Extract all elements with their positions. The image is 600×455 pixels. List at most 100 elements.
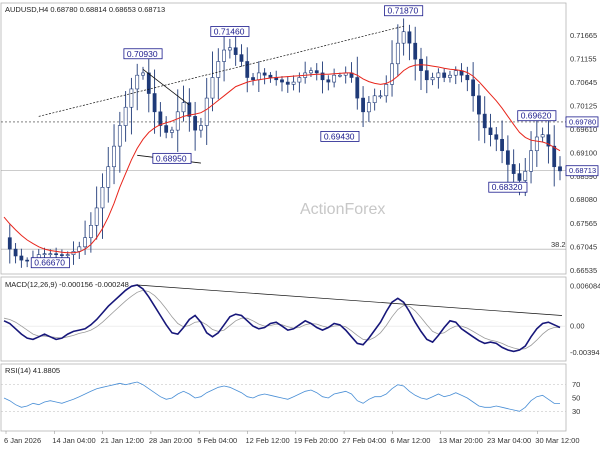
price-callout-label: 0.69620 (521, 111, 552, 121)
time-axis-tick-label: 27 Feb 04:00 (342, 436, 386, 445)
time-axis-tick-label: 12 Feb 12:00 (246, 436, 290, 445)
candle-body (332, 74, 337, 83)
candle-body (297, 77, 302, 83)
candle-body (117, 125, 122, 147)
rsi-line (3, 381, 561, 412)
candle-body (181, 102, 186, 113)
macd-panel-title: MACD(12,26,9) -0.000156 -0.000248 (5, 280, 129, 289)
candle-body (280, 79, 284, 83)
candle-body (83, 237, 87, 248)
candle-body (482, 113, 487, 129)
candle-body (430, 77, 435, 81)
price-callout-label: 0.71870 (388, 6, 419, 16)
candle-body (285, 81, 290, 85)
candle-body (216, 61, 221, 78)
rsi-panel-frame (0, 363, 567, 432)
candle-body (54, 253, 59, 255)
candle-body (309, 70, 313, 74)
candle-body (175, 111, 180, 131)
price-callout-label: 0.66670 (34, 258, 65, 268)
candle-body (227, 47, 232, 51)
candle-body (546, 134, 551, 147)
candle-body (48, 253, 53, 255)
candle-body (25, 259, 30, 262)
price-axis-tick-label: 0.67045 (570, 243, 597, 252)
candle-body (170, 129, 174, 133)
candle-body (523, 171, 528, 181)
rsi-layer (1, 381, 566, 412)
candle-body (158, 111, 163, 126)
macd-series-macd (3, 284, 561, 353)
price-callout-label: 0.71460 (214, 27, 245, 37)
candle-body (106, 166, 111, 188)
time-axis-tick-label: 23 Mar 04:00 (487, 436, 531, 445)
price-axis-tick-label: 0.66535 (570, 266, 597, 275)
macd-axis-tick-label: -0.00394 (570, 348, 600, 357)
candle-body (529, 150, 533, 172)
price-level-box (565, 116, 599, 128)
price-axis-tick-label: 0.70125 (570, 102, 597, 111)
macd-panel-frame (0, 276, 567, 362)
macd-trendline (137, 284, 563, 316)
candle-body (187, 102, 192, 117)
rsi-axis-tick-label: 50 (572, 394, 580, 403)
candle-body (60, 254, 64, 256)
candle-body (100, 187, 105, 209)
candle-body (407, 31, 412, 44)
candle-body (123, 106, 128, 126)
time-axis-tick-label: 6 Jan 2026 (4, 436, 41, 445)
candle-body (552, 145, 557, 168)
candle-body (146, 72, 151, 94)
candle-body (540, 134, 545, 138)
candle-body (494, 134, 499, 140)
candle-body (129, 88, 134, 108)
candle-body (442, 72, 447, 78)
candle-body (268, 74, 273, 78)
candle-body (395, 42, 400, 65)
time-axis-tick-label: 13 Mar 20:00 (439, 436, 483, 445)
price-callout-box (320, 131, 360, 142)
candle-body (366, 102, 371, 113)
rsi-axis-tick-label: 70 (572, 380, 580, 389)
candle-body (471, 79, 476, 97)
candle-body (558, 166, 562, 172)
moving-average-line (3, 64, 561, 254)
rising-trendline (38, 25, 404, 117)
price-panel-title: AUDUSD,H4 0.68780 0.68814 0.68653 0.6871… (5, 5, 165, 14)
candle-body (245, 61, 250, 78)
price-level-label: 0.69780 (569, 117, 596, 126)
price-axis-tick-label: 0.68590 (570, 172, 597, 181)
candle-body (262, 72, 267, 76)
time-axis-tick-label: 19 Feb 20:00 (294, 436, 338, 445)
price-axis-tick-label: 0.69100 (570, 149, 597, 158)
price-level-box (565, 165, 599, 177)
candle-body (88, 225, 93, 238)
axis-layer: 0.71665 0.71155 0.70645 0.70125 0.69610 0.691… (4, 31, 600, 445)
candle-body (401, 31, 406, 44)
candle-body (193, 116, 198, 131)
time-axis-tick-label: 30 Mar 12:00 (535, 436, 579, 445)
candle-body (477, 95, 481, 115)
candle-body (291, 81, 296, 85)
candle-body (233, 47, 238, 55)
candle-body (505, 150, 510, 165)
candle-body (239, 54, 244, 62)
candle-body (42, 253, 47, 255)
time-axis-tick-label: 21 Jan 12:00 (101, 436, 144, 445)
time-axis-tick-label: 28 Jan 20:00 (149, 436, 192, 445)
price-callout-label: 0.69430 (324, 131, 355, 141)
price-callout-box (30, 257, 70, 269)
rsi-panel-title: RSI(14) 41.8805 (5, 366, 60, 375)
candle-body (204, 97, 209, 126)
price-callout-box (488, 181, 528, 193)
candle-body (222, 49, 226, 62)
candle-body (436, 72, 441, 78)
price-callout-label: 0.70930 (127, 49, 158, 59)
candle-body (500, 138, 504, 152)
price-layer: 38.2 0.66670 0.70930 0.68950 0.71460 0.69430 0… (1, 5, 566, 269)
candle-body (372, 95, 377, 103)
price-callout-box (152, 152, 192, 164)
candle-body (326, 79, 331, 83)
fib-level-label: 38.2 (551, 240, 566, 249)
